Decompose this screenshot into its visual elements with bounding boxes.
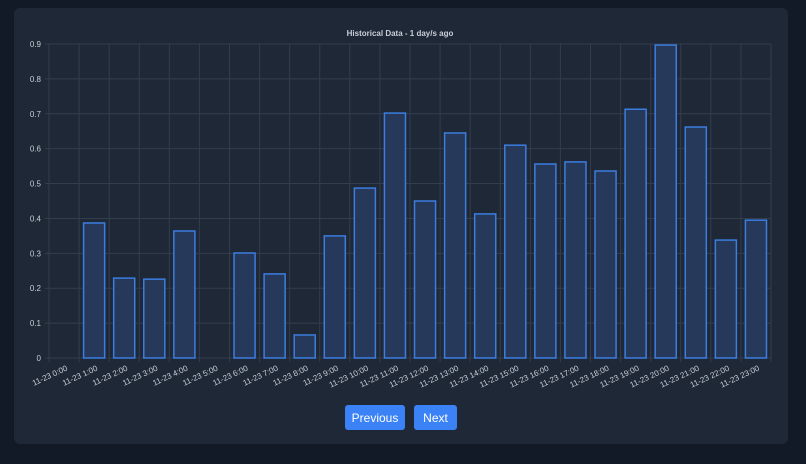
y-tick-label: 0.3	[30, 249, 42, 258]
bar	[624, 108, 647, 359]
bar	[293, 334, 316, 359]
bar	[413, 200, 437, 359]
bar	[564, 161, 587, 359]
y-tick-label: 0.5	[30, 180, 42, 189]
bar	[714, 239, 738, 359]
bar	[173, 230, 196, 359]
bar	[534, 163, 557, 359]
bar	[233, 252, 256, 359]
bar	[594, 170, 617, 359]
y-tick-label: 0.8	[30, 75, 42, 84]
next-button[interactable]: Next	[414, 405, 457, 430]
bar	[323, 235, 347, 359]
bar	[383, 112, 407, 359]
y-tick-label: 0.9	[30, 40, 42, 49]
bar	[473, 213, 497, 359]
bar	[82, 222, 106, 359]
y-tick-label: 0.7	[30, 110, 42, 119]
y-tick-label: 0.1	[30, 319, 42, 328]
chart-title: Historical Data - 1 day/s ago	[347, 29, 454, 38]
bar	[684, 126, 708, 359]
y-tick-label: 0.2	[30, 284, 42, 293]
bar	[443, 132, 467, 359]
bar	[263, 273, 286, 359]
bar	[504, 144, 527, 359]
bar	[744, 219, 768, 359]
y-tick-label: 0	[37, 354, 42, 363]
bar	[112, 277, 136, 359]
bar	[654, 44, 677, 359]
bar	[143, 278, 166, 359]
previous-button[interactable]: Previous	[345, 405, 405, 430]
y-tick-label: 0.6	[30, 145, 42, 154]
bar	[353, 187, 377, 359]
y-tick-label: 0.4	[30, 214, 42, 223]
